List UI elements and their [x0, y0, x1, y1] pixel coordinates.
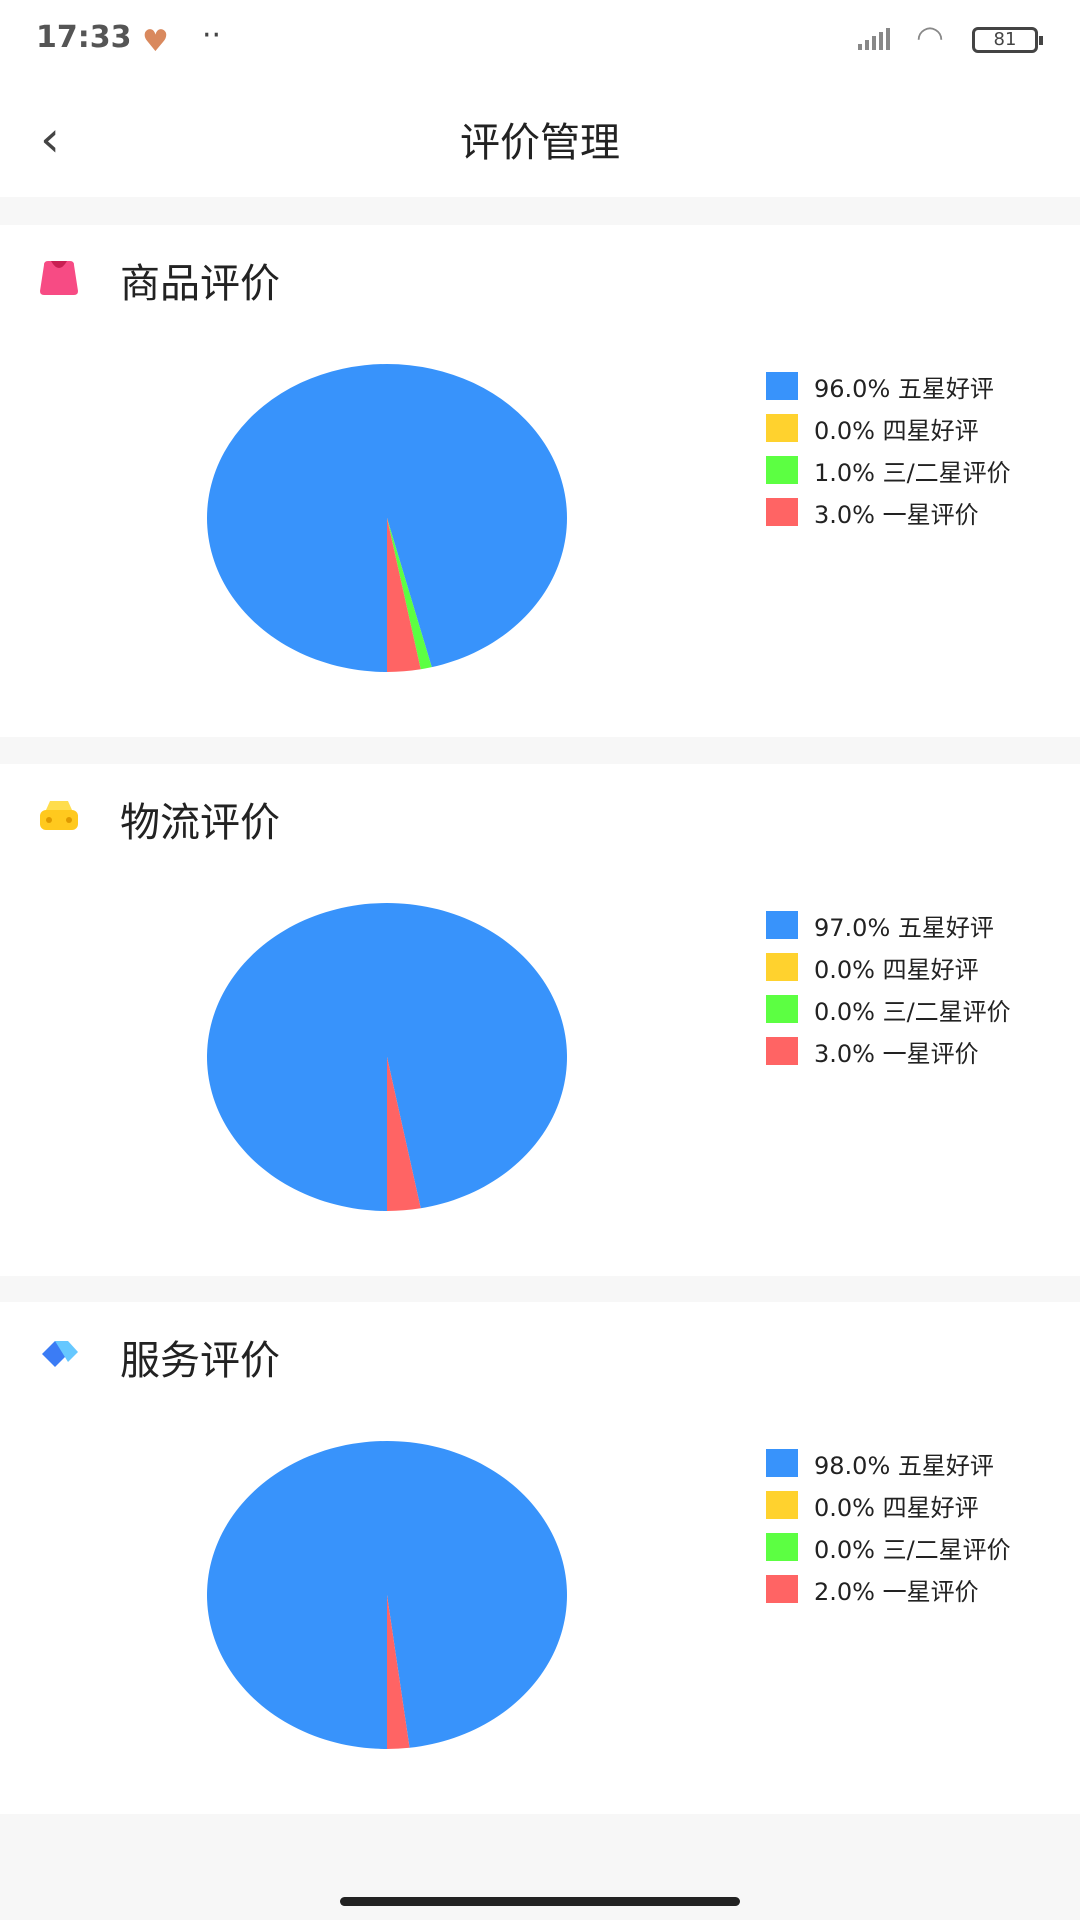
legend-label: 1.0% 三/二星评价 [814, 458, 1011, 487]
legend-item: 98.0% 五星好评 [766, 1442, 1011, 1484]
legend-swatch [766, 414, 798, 442]
pie-chart [206, 364, 567, 672]
health-heart-icon: ♥ [142, 24, 169, 59]
pie-slice-五星好评 [207, 1441, 568, 1749]
legend-swatch [766, 1037, 798, 1065]
legend-label: 3.0% 一星评价 [814, 1039, 979, 1068]
legend-swatch [766, 1449, 798, 1477]
section-title: 服务评价 [120, 1338, 280, 1384]
pie-slice-五星好评 [206, 364, 567, 672]
legend-item: 3.0% 一星评价 [766, 1030, 1011, 1072]
rating-card-2: 服务评价 98.0% 五星好评 0.0% 四星好评 0.0% 三/二星评价 2.0% … [0, 1302, 1080, 1814]
legend-item: 0.0% 三/二星评价 [766, 988, 1011, 1030]
signal-icon [858, 28, 890, 50]
legend-swatch [766, 372, 798, 400]
legend-label: 97.0% 五星好评 [814, 913, 994, 942]
legend-item: 0.0% 三/二星评价 [766, 1526, 1011, 1568]
legend-item: 1.0% 三/二星评价 [766, 449, 1011, 491]
legend-label: 0.0% 四星好评 [814, 1493, 979, 1522]
legend-swatch [766, 953, 798, 981]
pie-chart [207, 1441, 568, 1749]
status-time: 17:33 [36, 20, 132, 55]
section-title: 物流评价 [120, 800, 280, 846]
status-bar: 17:33 ♥ ·· ◠ 81 [0, 0, 1080, 80]
pie-chart [207, 903, 568, 1211]
chart-legend: 96.0% 五星好评 0.0% 四星好评 1.0% 三/二星评价 3.0% 一星评价 [766, 365, 1011, 533]
legend-label: 0.0% 三/二星评价 [814, 1535, 1011, 1564]
legend-swatch [766, 1533, 798, 1561]
chart-legend: 97.0% 五星好评 0.0% 四星好评 0.0% 三/二星评价 3.0% 一星评价 [766, 904, 1011, 1072]
legend-swatch [766, 911, 798, 939]
pie-slice-一星评价 [387, 1057, 421, 1211]
delivery-car-icon [38, 796, 80, 836]
notification-dots-icon: ·· [202, 18, 222, 53]
chevron-left-icon[interactable]: ‹ [40, 110, 60, 168]
legend-swatch [766, 456, 798, 484]
pie-slice-一星评价 [387, 518, 421, 672]
section-title: 商品评价 [120, 261, 280, 307]
legend-item: 96.0% 五星好评 [766, 365, 1011, 407]
legend-label: 96.0% 五星好评 [814, 374, 994, 403]
diamond-icon [38, 1334, 80, 1374]
page-title: 评价管理 [460, 120, 620, 166]
rating-card-0: 商品评价 96.0% 五星好评 0.0% 四星好评 1.0% 三/二星评价 3.0% … [0, 225, 1080, 737]
legend-swatch [766, 995, 798, 1023]
legend-item: 0.0% 四星好评 [766, 946, 1011, 988]
legend-item: 2.0% 一星评价 [766, 1568, 1011, 1610]
legend-label: 3.0% 一星评价 [814, 500, 979, 529]
legend-swatch [766, 498, 798, 526]
pie-slice-一星评价 [387, 1595, 410, 1749]
legend-swatch [766, 1491, 798, 1519]
pie-slice-三/二星评价 [387, 518, 432, 670]
legend-label: 2.0% 一星评价 [814, 1577, 979, 1606]
legend-swatch [766, 1575, 798, 1603]
chart-legend: 98.0% 五星好评 0.0% 四星好评 0.0% 三/二星评价 2.0% 一星评价 [766, 1442, 1011, 1610]
rating-card-1: 物流评价 97.0% 五星好评 0.0% 四星好评 0.0% 三/二星评价 3.0% … [0, 764, 1080, 1276]
legend-item: 97.0% 五星好评 [766, 904, 1011, 946]
legend-label: 98.0% 五星好评 [814, 1451, 994, 1480]
battery-icon: 81 [972, 27, 1043, 53]
shopping-bag-icon [38, 257, 80, 297]
legend-label: 0.0% 四星好评 [814, 416, 979, 445]
pie-slice-五星好评 [207, 903, 568, 1211]
home-indicator[interactable] [340, 1897, 740, 1906]
legend-item: 3.0% 一星评价 [766, 491, 1011, 533]
legend-label: 0.0% 四星好评 [814, 955, 979, 984]
legend-item: 0.0% 四星好评 [766, 407, 1011, 449]
wifi-icon: ◠ [916, 18, 944, 56]
app-header: ‹ 评价管理 [0, 80, 1080, 197]
legend-item: 0.0% 四星好评 [766, 1484, 1011, 1526]
legend-label: 0.0% 三/二星评价 [814, 997, 1011, 1026]
